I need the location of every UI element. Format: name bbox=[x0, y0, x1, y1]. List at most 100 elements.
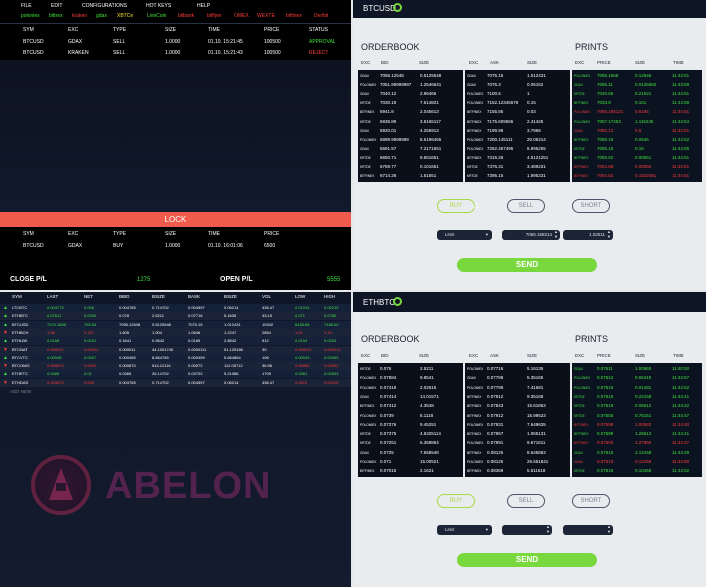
table-row[interactable]: POLONIEX 7055.185121 0.5184 11:44:51 bbox=[572, 108, 702, 116]
table-row[interactable]: BITFINEX 0.07500 1.27865 11:44:27 bbox=[572, 439, 702, 447]
menu-configurations[interactable]: CONFIGURATIONS bbox=[82, 3, 127, 9]
table-row[interactable]: BITFINEX 0.07598 1.00582 11:44:40 bbox=[572, 421, 702, 429]
table-row[interactable]: GDAX 6920.01 4.256913 bbox=[358, 127, 463, 135]
table-row[interactable]: BITFINEX 0.08125 8.645863 bbox=[465, 449, 570, 457]
table-row[interactable]: BITFINEX 0.07412 4.3548 bbox=[358, 402, 463, 410]
table-row[interactable]: BITFINEX 7033.8 0.101 11:44:59 bbox=[572, 99, 702, 107]
exchange-tab[interactable]: OMEX bbox=[234, 13, 249, 19]
size-stepper[interactable]: 1.02511 ▲ ▼ bbox=[563, 229, 613, 240]
table-row[interactable]: GDAX 0.0725 7.658548 bbox=[358, 449, 463, 457]
table-row[interactable]: BITFINEX 7054.59 0.00056 11:44:51 bbox=[572, 163, 702, 171]
table-row[interactable]: POLONIEX 0.08125 25.551841 bbox=[465, 458, 570, 466]
table-row[interactable]: BITFINEX 7199.99 3.7966 bbox=[465, 127, 570, 135]
table-row[interactable]: KRTDE 6650.71 9.651651 bbox=[358, 154, 463, 162]
table-row[interactable]: ▼ BTCOMG 0.000870 0.0002 0.000870 514.12116 0.… bbox=[0, 362, 351, 371]
table-row[interactable]: BITFINEX 0.08369 5.511618 bbox=[465, 467, 570, 475]
table-row[interactable]: BITFINEX 6714.28 1.51651 bbox=[358, 172, 463, 180]
table-row[interactable]: ▲ BTCUSD 7074.1666 755.54 7055.12548 0.512554… bbox=[0, 320, 351, 329]
order-type-select[interactable]: Limit ▾ bbox=[437, 525, 492, 535]
table-row[interactable]: KRTDE 7376.31 3.489231 bbox=[465, 163, 570, 171]
table-row[interactable]: BITFINEX 7050.15 0.0546 11:44:52 bbox=[572, 136, 702, 144]
table-row[interactable]: BTCUSD GDAX BUY 1.0000 01.10. 16:01:06 6… bbox=[0, 243, 351, 251]
table-row[interactable]: GDAX 0.07611 1.00665 11:40:50 bbox=[572, 365, 702, 373]
table-row[interactable]: POLONIEX 0.07418 2.02615 bbox=[358, 384, 463, 392]
table-row[interactable]: KRTDE 0.07251 6.368864 bbox=[358, 439, 463, 447]
table-row[interactable]: BITFINEX 6941.8 2.045613 bbox=[358, 108, 463, 116]
menu-help[interactable]: HELP bbox=[197, 3, 211, 9]
table-row[interactable]: POLONIEX 0.07716 5.16135 bbox=[465, 365, 570, 373]
table-row[interactable]: POLONIEX 0.07799 7.41681 bbox=[465, 384, 570, 392]
menu-file[interactable]: FILE bbox=[21, 3, 32, 9]
table-row[interactable]: KRTDE 6759.77 0.101651 bbox=[358, 163, 463, 171]
table-row[interactable]: KRTDE 7395.15 1.995231 bbox=[465, 172, 570, 180]
table-row[interactable]: POLONIEX 7200.145111 20.05214 bbox=[465, 136, 570, 144]
table-row[interactable]: POLONIEX 7055.1668 0.12546 11:43:51 bbox=[572, 72, 702, 80]
menu-edit[interactable]: EDIT bbox=[51, 3, 63, 9]
price-stepper[interactable]: 7055.158214 ▲ ▼ bbox=[502, 229, 560, 240]
table-row[interactable]: POLONIEX 7057.17453 1.115245 11:44:54 bbox=[572, 118, 702, 126]
table-row[interactable]: BITFINEX 0.07015 2.1621 bbox=[358, 467, 463, 475]
table-row[interactable]: BITFINEX 7055.52 0.00551 11:44:51 bbox=[572, 154, 702, 162]
stepper-arrows-icon[interactable]: ▲ ▼ bbox=[554, 229, 558, 239]
table-row[interactable]: ▲ ETHETC 0.0485 0.01 0.0365 26.14702 0.03702 5.… bbox=[0, 370, 351, 379]
stepper-arrows-icon[interactable]: ▲ ▼ bbox=[546, 524, 550, 534]
table-row[interactable]: POLONIEX 0.07615 0.01481 11:44:52 bbox=[572, 384, 702, 392]
table-row[interactable]: BITFINEX 7054.52 0.1822081 11:44:51 bbox=[572, 172, 702, 180]
table-row[interactable]: BITFINEX 7175.609665 2.41425 bbox=[465, 118, 570, 126]
exchange-tab[interactable]: poloniex bbox=[21, 13, 40, 19]
table-row[interactable]: BTCUSD KRAKEN SELL 1.0000 01.10. 15:21:4… bbox=[0, 50, 351, 58]
sell-button[interactable]: SELL bbox=[507, 494, 545, 508]
table-row[interactable]: POLONIEX 7152.12345678 0.15 bbox=[465, 99, 570, 107]
table-row[interactable]: ▲ LTCBTC 0.004779 0.006 0.004765 0.714702 0.00… bbox=[0, 304, 351, 312]
table-row[interactable]: GDAX 7055.12548 0.5125548 bbox=[358, 72, 463, 80]
size-stepper[interactable]: ▲ ▼ bbox=[563, 524, 613, 535]
table-row[interactable]: POLONIEX 7051.99999997 1.2546641 bbox=[358, 81, 463, 89]
buy-button[interactable]: BUY bbox=[437, 494, 475, 508]
table-row[interactable]: KRTDE 0.076 2.5211 bbox=[358, 365, 463, 373]
table-row[interactable]: GDAX 7075.15 1.012431 bbox=[465, 72, 570, 80]
table-row[interactable]: KRTDE 0.07618 0.06512 11:44:42 bbox=[572, 402, 702, 410]
table-row[interactable]: GDAX 6691.57 7.2171651 bbox=[358, 145, 463, 153]
table-row[interactable]: POLONIEX 0.07991 9.671611 bbox=[465, 439, 570, 447]
table-row[interactable]: ▼ ETHDAS 0.004870 0.006 0.004765 0.714702 0.00… bbox=[0, 378, 351, 387]
table-row[interactable]: BITFINEX 0.07599 1.26513 11:44:41 bbox=[572, 430, 702, 438]
exchange-tab[interactable]: gdax bbox=[96, 13, 107, 19]
table-row[interactable]: KRTDE 0.07555 0.75151 11:44:47 bbox=[572, 412, 702, 420]
table-row[interactable]: GDAX 7040.12 2.96466 bbox=[358, 90, 463, 98]
sell-button[interactable]: SELL bbox=[507, 199, 545, 213]
table-row[interactable]: ▼ ETHBCH 1.66 0.157 1.605 1.904 1.0646 1.2247 28… bbox=[0, 328, 351, 337]
table-row[interactable]: BITFINEX 7155.85 0.03 bbox=[465, 108, 570, 116]
send-button[interactable]: SEND bbox=[457, 553, 597, 567]
exchange-tab[interactable]: bitflyer bbox=[207, 13, 222, 19]
table-row[interactable]: KRTDE 7055.15 0.16 11:44:55 bbox=[572, 145, 702, 153]
table-row[interactable]: POLONIEX 0.07931 7.649635 bbox=[465, 421, 570, 429]
table-row[interactable]: POLONIEX 7100.5 1 bbox=[465, 90, 570, 98]
short-button[interactable]: SHORT bbox=[572, 494, 610, 508]
send-button[interactable]: SEND bbox=[457, 258, 597, 272]
table-row[interactable]: KRTDE 0.07618 0.10458 11:44:52 bbox=[572, 467, 702, 475]
table-row[interactable]: ▼ BTCNAT 0.000011 0.00001 0.000011 44.1001745… bbox=[0, 345, 351, 354]
exchange-tab[interactable]: LiveCoin bbox=[147, 13, 167, 19]
table-row[interactable]: BTCUSD GDAX SELL 1.0000 01.10. 15:21:45 … bbox=[0, 39, 351, 47]
table-row[interactable]: GDAX 7076.3 0.05152 bbox=[465, 81, 570, 89]
table-row[interactable]: GDAX 0.07788 5.35165 bbox=[465, 374, 570, 382]
stepper-arrows-icon[interactable]: ▲ ▼ bbox=[607, 229, 611, 239]
exchange-tab[interactable]: bitfinex bbox=[286, 13, 302, 19]
table-row[interactable]: POLONIEX 6899.9999999 8.5196465 bbox=[358, 136, 463, 144]
exchange-tab[interactable]: bittrex bbox=[49, 13, 63, 19]
exchange-tab[interactable]: kraken bbox=[72, 13, 88, 19]
table-row[interactable]: BITFINEX 0.07957 1.065131 bbox=[465, 430, 570, 438]
table-row[interactable]: BITFINEX 0.07843 15.61863 bbox=[465, 402, 570, 410]
table-row[interactable]: POLONIEX 0.07584 9.8541 bbox=[358, 374, 463, 382]
add-new-link[interactable]: ADD NEW bbox=[10, 389, 32, 394]
table-row[interactable]: GDAX 7092.12 0.5 11:44:51 bbox=[572, 127, 702, 135]
table-row[interactable]: BITFINEX 0.07912 15.99523 bbox=[465, 412, 570, 420]
stepper-arrows-icon[interactable]: ▲ ▼ bbox=[607, 524, 611, 534]
table-row[interactable]: BITFINEX 7315.25 4.5121251 bbox=[465, 154, 570, 162]
table-row[interactable]: KRTDE 0.07616 0.22158 11:44:41 bbox=[572, 393, 702, 401]
table-row[interactable]: GDAX 7065.11 0.0135662 11:43:59 bbox=[572, 81, 702, 89]
table-row[interactable]: POLONIEX 0.071 15.00521 bbox=[358, 458, 463, 466]
buy-button[interactable]: BUY bbox=[437, 199, 475, 213]
table-row[interactable]: POLONIEX 7262.457495 6.995255 bbox=[465, 145, 570, 153]
exchange-tab[interactable]: Deribit bbox=[314, 13, 329, 19]
